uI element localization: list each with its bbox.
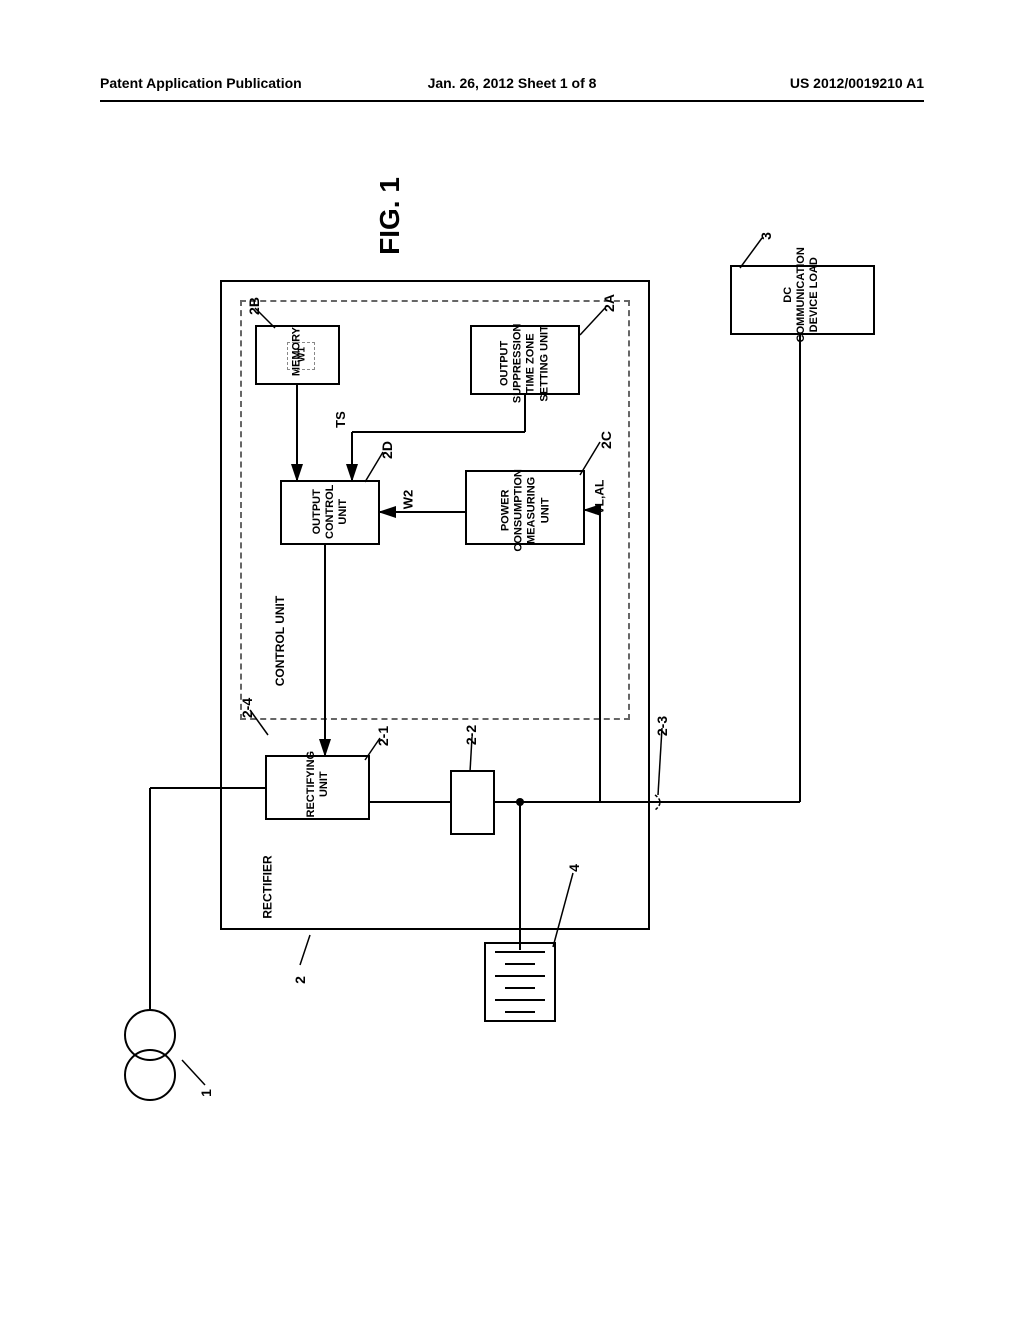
signal-vlal: VL,AL bbox=[592, 480, 606, 515]
ref-3: 3 bbox=[758, 232, 774, 240]
diagram-lines bbox=[100, 180, 920, 1280]
ref-4: 4 bbox=[566, 864, 582, 872]
header-left: Patent Application Publication bbox=[100, 75, 302, 91]
ref-2-3: 2-3 bbox=[654, 716, 670, 736]
ref-2: 2 bbox=[292, 976, 308, 984]
header-rule bbox=[100, 100, 924, 102]
ref-2-1: 2-1 bbox=[375, 726, 391, 746]
header-right: US 2012/0019210 A1 bbox=[790, 75, 924, 91]
ref-2-2: 2-2 bbox=[463, 725, 479, 745]
ref-2D: 2D bbox=[379, 441, 395, 459]
ref-2-4: 2-4 bbox=[239, 698, 255, 718]
ref-2C: 2C bbox=[598, 431, 614, 449]
figure-1-diagram: FIG. 1 MEMORY W1 OUTPUT SUPPRESSION TIME… bbox=[100, 180, 920, 1280]
header-center: Jan. 26, 2012 Sheet 1 of 8 bbox=[428, 75, 597, 91]
page-header: Patent Application Publication Jan. 26, … bbox=[0, 75, 1024, 91]
signal-w2: W2 bbox=[400, 490, 415, 510]
ref-2B: 2B bbox=[246, 297, 262, 315]
signal-ts: TS bbox=[333, 411, 348, 428]
ref-2A: 2A bbox=[601, 294, 617, 312]
ref-1: 1 bbox=[198, 1089, 214, 1097]
